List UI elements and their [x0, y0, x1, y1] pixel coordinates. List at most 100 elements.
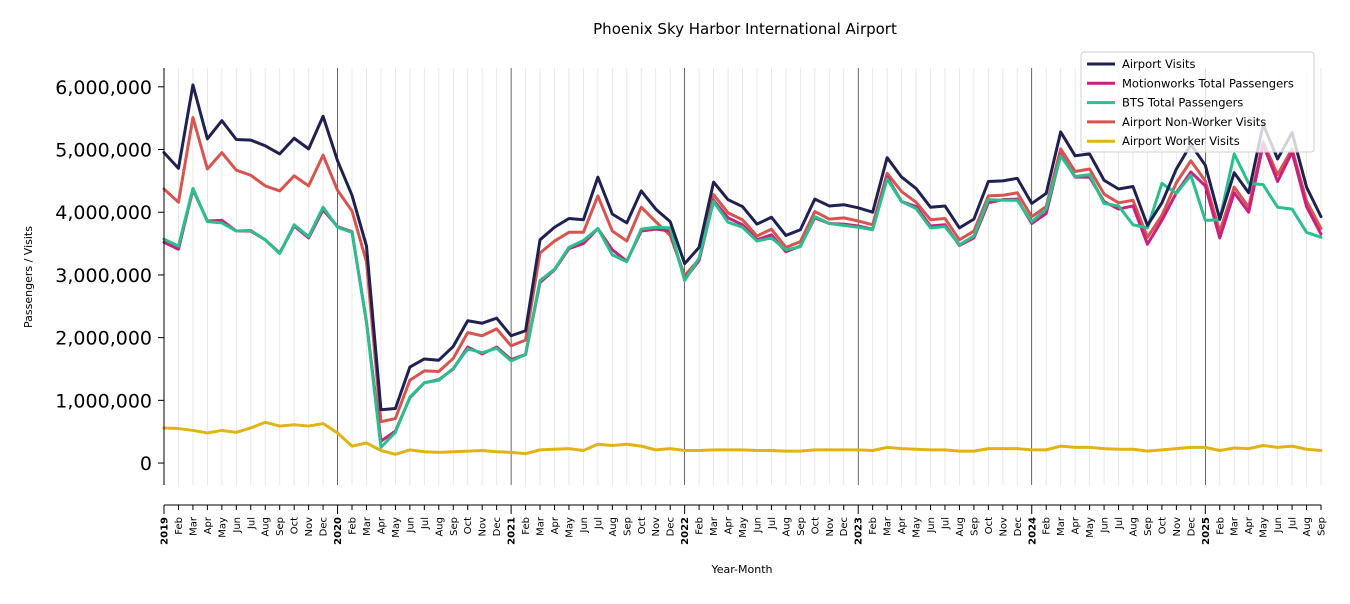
x-tick-label: Jun [1273, 517, 1284, 534]
x-tick-label: Oct [637, 517, 648, 534]
x-tick-label: 2020 [333, 517, 344, 545]
series-line-airport-visits [162, 83, 1323, 412]
y-tick-label: 0 [140, 453, 152, 475]
x-tick-label: Jul [940, 517, 951, 530]
x-tick-label: Aug [781, 517, 792, 537]
x-tick-label: Nov [825, 517, 836, 537]
x-tick-label: 2019 [160, 517, 171, 545]
x-tick-label: Aug [1302, 517, 1313, 537]
x-tick-label: Dec [492, 517, 503, 536]
x-tick-label: Aug [955, 517, 966, 537]
x-tick-label: Jul [1288, 517, 1299, 530]
x-tick-label: Jul [593, 517, 604, 530]
x-ticks: 2019 Feb Mar Apr May Jun Jul Aug Sep Oct Nov Dec 202… [160, 505, 1328, 545]
legend-label: Airport Non-Worker Visits [1122, 115, 1266, 129]
x-tick-label: 2022 [680, 517, 691, 545]
x-tick-label: Jul [1114, 517, 1125, 530]
x-tick-label: Aug [1128, 517, 1139, 537]
legend-label: Motionworks Total Passengers [1122, 76, 1294, 90]
x-tick-label: May [217, 517, 228, 538]
x-tick-label: Mar [536, 516, 547, 536]
x-tick-label: Dec [1186, 517, 1197, 536]
x-tick-label: Oct [463, 517, 474, 534]
x-tick-label: Oct [984, 517, 995, 534]
x-tick-label: Dec [666, 517, 677, 536]
y-tick-label: 6,000,000 [55, 77, 152, 99]
y-tick-label: 2,000,000 [55, 328, 152, 350]
x-tick-label: Jun [1100, 517, 1111, 534]
series-lines [162, 83, 1323, 456]
y-tick-label: 1,000,000 [55, 390, 152, 412]
x-tick-label: Apr [1244, 516, 1255, 534]
x-tick-label: May [738, 517, 749, 538]
x-tick-label: Sep [796, 517, 807, 536]
x-tick-label: Oct [290, 517, 301, 534]
x-tick-label: Mar [362, 516, 373, 536]
x-tick-label: Feb [174, 517, 185, 535]
series-line-airport-non-worker-visits [162, 116, 1323, 424]
x-tick-label: Mar [1056, 516, 1067, 536]
legend-label: BTS Total Passengers [1122, 96, 1243, 110]
x-tick-label: Apr [550, 516, 561, 534]
x-tick-label: Aug [261, 517, 272, 537]
x-tick-label: Apr [376, 516, 387, 534]
x-tick-label: Nov [998, 517, 1009, 537]
series-line-bts-total-passengers [162, 152, 1323, 449]
x-tick-label: Mar [188, 516, 199, 536]
x-tick-label: Jul [420, 517, 431, 530]
x-tick-label: 2023 [854, 517, 865, 545]
x-tick-label: May [564, 517, 575, 538]
y-tick-label: 3,000,000 [55, 265, 152, 287]
x-tick-label: Mar [709, 516, 720, 536]
x-tick-label: Aug [434, 517, 445, 537]
legend-box [1080, 51, 1315, 153]
x-tick-label: Feb [1042, 517, 1053, 535]
y-tick-label: 4,000,000 [55, 202, 152, 224]
x-tick-label: Apr [897, 516, 908, 534]
x-tick-label: Feb [695, 517, 706, 535]
x-tick-label: Nov [651, 517, 662, 537]
x-tick-label: Sep [1317, 517, 1328, 536]
x-tick-label: Feb [348, 517, 359, 535]
series-line-airport-worker-visits [162, 420, 1323, 456]
x-tick-label: Apr [1071, 516, 1082, 534]
x-axis-label: Year-Month [710, 563, 772, 576]
x-tick-label: Feb [1215, 517, 1226, 535]
legend: Airport Visits Motionworks Total Passenge… [1080, 51, 1315, 153]
y-axis-label: Passengers / Visits [22, 226, 35, 328]
x-tick-label: Aug [608, 517, 619, 537]
x-tick-label: Nov [304, 517, 315, 537]
x-tick-label: Sep [449, 517, 460, 536]
x-tick-label: Jun [232, 517, 243, 534]
x-tick-label: Jul [246, 517, 257, 530]
x-tick-label: Mar [883, 516, 894, 536]
x-tick-label: Dec [319, 517, 330, 536]
x-tick-label: Sep [969, 517, 980, 536]
x-tick-label: Nov [478, 517, 489, 537]
x-tick-label: May [912, 517, 923, 538]
x-tick-label: Jun [926, 517, 937, 534]
x-tick-label: Sep [1143, 517, 1154, 536]
x-tick-label: Apr [203, 516, 214, 534]
x-tick-label: 2021 [507, 517, 518, 545]
legend-label: Airport Worker Visits [1122, 134, 1240, 148]
x-tick-label: Mar [1230, 516, 1241, 536]
y-tick-label: 5,000,000 [55, 140, 152, 162]
y-ticks: 0 1,000,000 2,000,000 3,000,000 4,000,000 5,0… [55, 77, 164, 475]
legend-label: Airport Visits [1122, 57, 1196, 71]
x-tick-label: Apr [724, 516, 735, 534]
x-tick-label: Nov [1172, 517, 1183, 537]
x-tick-label: May [391, 517, 402, 538]
x-tick-label: 2024 [1027, 517, 1038, 545]
x-tick-label: Jul [767, 517, 778, 530]
x-tick-label: May [1085, 517, 1096, 538]
x-tick-label: Feb [521, 517, 532, 535]
x-tick-label: Oct [810, 517, 821, 534]
x-tick-label: Dec [839, 517, 850, 536]
x-tick-label: Jun [579, 517, 590, 534]
x-tick-label: May [1259, 517, 1270, 538]
x-tick-label: Sep [275, 517, 286, 536]
x-tick-label: Jun [405, 517, 416, 534]
